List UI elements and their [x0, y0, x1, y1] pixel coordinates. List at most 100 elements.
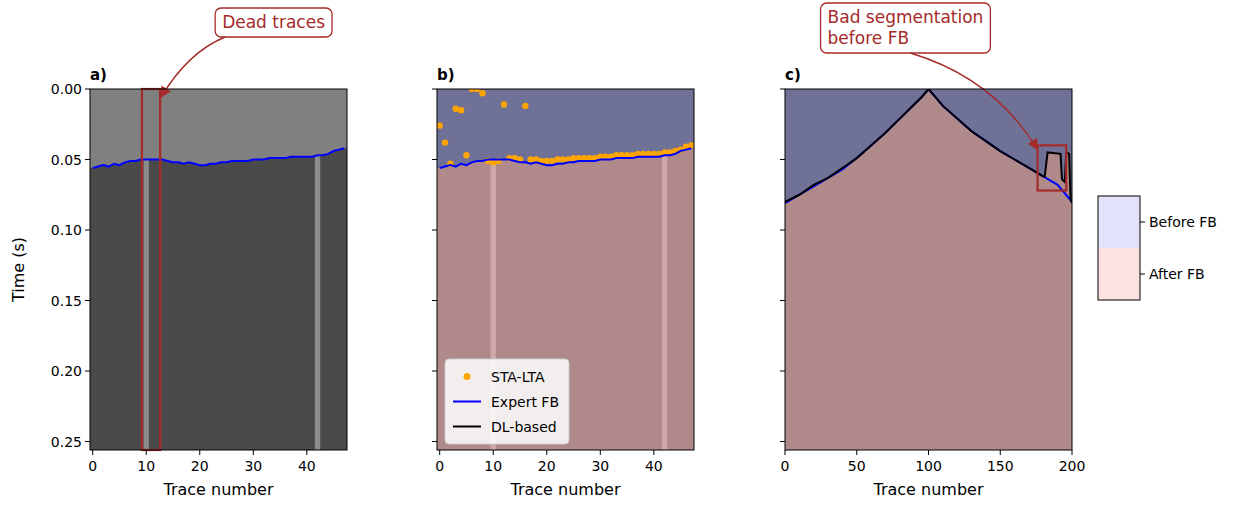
annotation-arrow	[161, 37, 225, 97]
y-tick	[85, 441, 90, 442]
x-tick-label: 0	[88, 458, 97, 474]
colorbar-label: After FB	[1149, 266, 1205, 282]
x-tick-label: 30	[244, 458, 262, 474]
before-fb-region	[90, 89, 347, 168]
x-tick-label: 0	[781, 458, 790, 474]
x-tick-label: 150	[987, 458, 1014, 474]
x-tick-label: 40	[645, 458, 663, 474]
y-tick	[780, 89, 785, 90]
y-tick-label: 0.05	[51, 152, 82, 168]
annotation-box	[1038, 145, 1067, 190]
after-fb-region	[785, 89, 1072, 450]
sta-lta-point	[549, 158, 555, 164]
x-tick-label: 10	[484, 458, 502, 474]
x-tick-label: 20	[538, 458, 556, 474]
after-fb-region	[90, 89, 347, 450]
axes-frame	[785, 89, 1072, 450]
x-tick	[92, 450, 93, 455]
fb-line	[440, 148, 692, 168]
colorbar-tick	[1140, 222, 1145, 223]
x-tick-label: 40	[298, 458, 316, 474]
y-tick	[85, 371, 90, 372]
y-tick	[432, 89, 437, 90]
annotation-text: Bad segmentationbefore FB	[828, 7, 984, 48]
y-tick	[780, 230, 785, 231]
colorbar-cell	[1098, 196, 1140, 248]
y-tick	[432, 371, 437, 372]
y-tick	[432, 441, 437, 442]
plot-area	[785, 89, 1072, 450]
y-tick	[780, 300, 785, 301]
legend-frame	[445, 359, 569, 444]
fb-line	[785, 89, 1072, 203]
x-tick	[1000, 450, 1001, 455]
sta-lta-point	[453, 106, 459, 112]
colorbar-tick	[1140, 274, 1145, 275]
x-tick	[546, 450, 547, 455]
y-tick	[780, 159, 785, 160]
after-fb-region	[437, 89, 694, 450]
colorbar-frame	[1098, 196, 1140, 300]
annotation-line: Dead traces	[222, 12, 325, 32]
sta-lta-point	[442, 139, 448, 145]
before-fb-region	[785, 89, 1072, 203]
x-tick	[146, 450, 147, 455]
legend-label: Expert FB	[491, 394, 559, 410]
sta-lta-point	[458, 107, 464, 113]
panel-letter: b)	[437, 66, 455, 84]
x-tick-label: 50	[848, 458, 866, 474]
annotation-line: Bad segmentation	[828, 7, 984, 27]
panel-letter: c)	[785, 66, 801, 84]
fb-line	[785, 89, 1072, 203]
sta-lta-point	[501, 101, 507, 107]
annotation-box	[142, 89, 160, 450]
colorbar-cell	[1098, 248, 1140, 300]
y-tick-label: 0.25	[51, 434, 82, 450]
y-tick-label: 0.10	[51, 222, 82, 238]
legend-label: STA-LTA	[491, 369, 545, 385]
x-tick-label: 100	[915, 458, 942, 474]
x-tick	[785, 450, 786, 455]
y-tick-label: 0.15	[51, 293, 82, 309]
y-tick	[85, 159, 90, 160]
plot-area	[90, 89, 347, 450]
x-tick	[653, 450, 654, 455]
sta-lta-point	[437, 122, 443, 128]
y-tick	[780, 441, 785, 442]
fb-line	[93, 148, 345, 168]
y-tick	[85, 300, 90, 301]
x-tick	[928, 450, 929, 455]
y-tick	[85, 230, 90, 231]
x-tick-label: 30	[591, 458, 609, 474]
figure: Dead traces0.000.050.100.150.200.2501020…	[0, 0, 1248, 512]
y-axis-title: Time (s)	[9, 237, 28, 303]
x-tick	[306, 450, 307, 455]
x-tick	[856, 450, 857, 455]
before-fb-region	[437, 89, 694, 168]
y-tick	[85, 89, 90, 90]
x-tick	[439, 450, 440, 455]
annotation-arrow	[910, 53, 1037, 149]
y-tick	[432, 159, 437, 160]
x-axis-title: Trace number	[163, 480, 274, 499]
y-tick	[432, 230, 437, 231]
annotation-label: Bad segmentationbefore FB	[821, 3, 1038, 149]
annotation-frame	[821, 3, 991, 53]
annotation-line: before FB	[828, 28, 910, 48]
x-tick-label: 10	[137, 458, 155, 474]
panel-letter: a)	[90, 66, 107, 84]
sta-lta-point	[522, 103, 528, 109]
annotation-label: Dead traces	[161, 8, 332, 97]
legend-swatch	[453, 401, 481, 403]
x-axis-title: Trace number	[510, 480, 621, 499]
legend-label: DL-based	[491, 419, 557, 435]
legend-swatch	[464, 373, 471, 380]
y-tick	[780, 371, 785, 372]
x-tick-label: 0	[435, 458, 444, 474]
x-tick-label: 200	[1059, 458, 1086, 474]
x-tick	[199, 450, 200, 455]
y-tick-label: 0.00	[51, 81, 82, 97]
legend: STA-LTA Expert FB DL-based	[445, 359, 569, 444]
colorbar-label: Before FB	[1149, 214, 1217, 230]
x-tick	[253, 450, 254, 455]
